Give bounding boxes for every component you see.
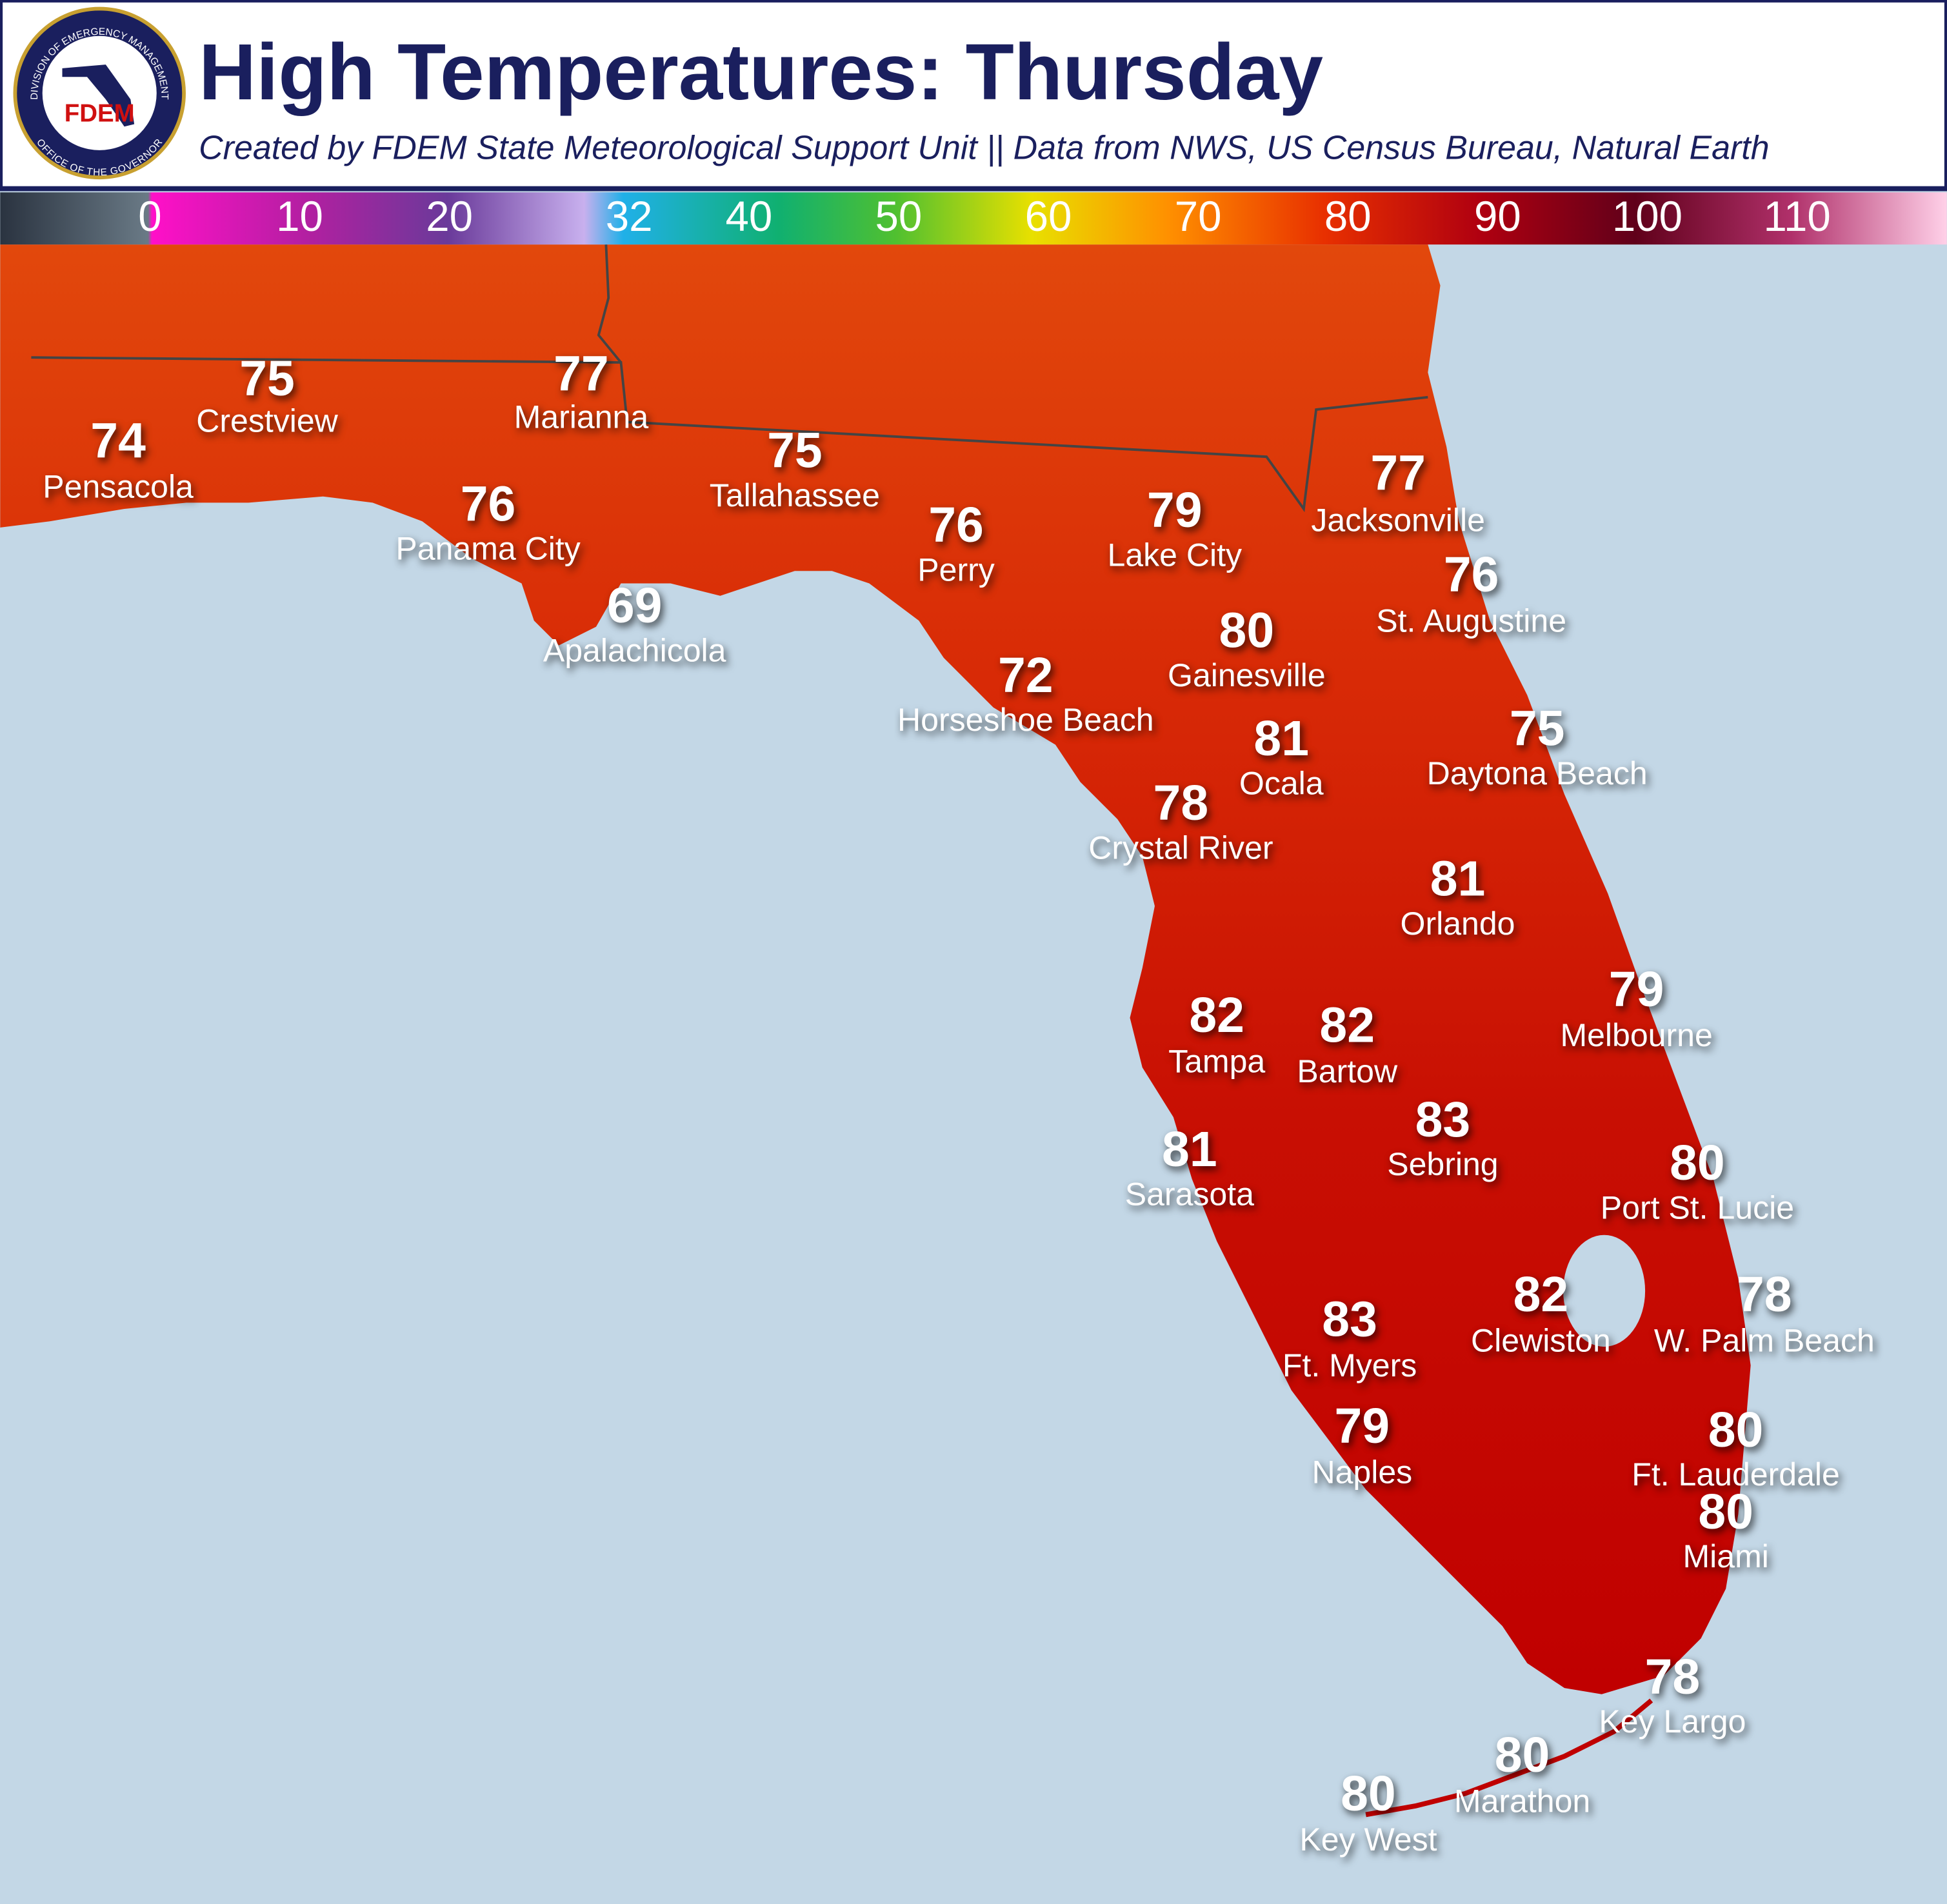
colorbar-tick-label: 70 <box>1175 193 1222 240</box>
logo-state <box>62 64 135 127</box>
city-temp: 75 <box>239 351 295 406</box>
city-temp: 75 <box>1510 701 1565 757</box>
colorbar-ticks: 0 10 20 32 40 50 60 70 80 90 100 110 <box>138 193 1831 240</box>
city-temp: 80 <box>1341 1766 1396 1821</box>
city-name: Crestview <box>196 402 338 439</box>
city-name: Sebring <box>1387 1146 1498 1182</box>
city-temp: 72 <box>998 648 1053 703</box>
city-name: Ocala <box>1239 765 1324 801</box>
subtitle: Created by FDEM State Meteorological Sup… <box>199 129 1769 166</box>
header <box>0 0 1947 192</box>
colorbar <box>0 192 1947 245</box>
city-temp: 81 <box>1430 851 1486 907</box>
title: High Temperatures: Thursday <box>199 28 1323 117</box>
city-temp: 80 <box>1698 1484 1753 1540</box>
city-name: Port St. Lucie <box>1601 1189 1794 1225</box>
city-temp: 78 <box>1645 1649 1701 1705</box>
city-temp: 82 <box>1189 987 1244 1043</box>
city-name: Key West <box>1299 1821 1437 1858</box>
colorbar-tick-label: 100 <box>1612 193 1682 240</box>
city-name: Tallahassee <box>710 477 880 513</box>
city-name: St. Augustine <box>1376 602 1566 639</box>
city-temp: 75 <box>767 423 823 479</box>
city-name: Perry <box>917 551 995 588</box>
city-name: Jacksonville <box>1311 502 1485 538</box>
city-temp: 69 <box>607 578 663 633</box>
colorbar-tick-label: 32 <box>606 193 653 240</box>
city-name: Ft. Myers <box>1283 1347 1417 1383</box>
colorbar-tick-label: 60 <box>1025 193 1072 240</box>
city-temp: 76 <box>461 476 516 531</box>
city-temp: 79 <box>1147 482 1203 538</box>
lake-okeechobee <box>1563 1235 1646 1347</box>
city-temp: 76 <box>928 497 984 553</box>
city-name: Lake City <box>1107 537 1242 573</box>
city-temp: 80 <box>1670 1135 1725 1191</box>
city-temp: 78 <box>1153 775 1209 831</box>
colorbar-tick-label: 0 <box>138 193 161 240</box>
city-temp: 80 <box>1708 1402 1764 1458</box>
city-temp: 81 <box>1162 1122 1217 1177</box>
city-name: Naples <box>1312 1454 1412 1490</box>
city-temp: 77 <box>1370 445 1426 501</box>
state-border <box>31 244 1428 513</box>
city-name: Crystal River <box>1088 829 1273 866</box>
city-temp: 77 <box>554 346 609 401</box>
colorbar-tick-label: 50 <box>875 193 923 240</box>
city-name: Melbourne <box>1560 1017 1712 1053</box>
city-name: W. Palm Beach <box>1654 1322 1875 1358</box>
city-name: Panama City <box>395 531 580 567</box>
city-temp: 81 <box>1253 711 1309 766</box>
city-name: Apalachicola <box>543 632 726 668</box>
city-temp: 80 <box>1495 1727 1550 1783</box>
city-name: Bartow <box>1297 1053 1398 1089</box>
city-name: Marianna <box>514 399 649 435</box>
colorbar-tick-label: 110 <box>1763 193 1830 240</box>
city-temp: 80 <box>1219 603 1275 659</box>
city-temp: 83 <box>1415 1092 1471 1147</box>
colorbar-tick-label: 20 <box>426 193 473 240</box>
city-name: Horseshoe Beach <box>897 702 1154 738</box>
city-name: Daytona Beach <box>1427 755 1648 791</box>
logo-abbr: FDEM <box>65 100 135 128</box>
colorbar-tick-label: 80 <box>1324 193 1372 240</box>
colorbar-tick-label: 10 <box>276 193 323 240</box>
city-name: Gainesville <box>1168 657 1326 693</box>
city-temp: 82 <box>1513 1267 1569 1322</box>
keys <box>1365 1698 1653 1818</box>
city-temp: 78 <box>1737 1267 1792 1322</box>
city-name: Orlando <box>1401 906 1515 942</box>
city-name: Clewiston <box>1471 1322 1611 1358</box>
city-name: Key Largo <box>1599 1703 1746 1740</box>
city-name: Pensacola <box>43 468 194 504</box>
city-name: Marathon <box>1454 1783 1590 1819</box>
logo-inner <box>42 35 157 150</box>
cities: 75Crestview74Pensacola77Marianna75Tallah… <box>43 346 1874 1858</box>
city-name: Ft. Lauderdale <box>1632 1456 1840 1492</box>
city-name: Tampa <box>1168 1043 1265 1079</box>
colorbar-tick-label: 90 <box>1474 193 1521 240</box>
city-temp: 79 <box>1609 962 1664 1017</box>
city-temp: 83 <box>1322 1292 1377 1347</box>
city-name: Sarasota <box>1125 1176 1254 1212</box>
city-temp: 76 <box>1444 547 1499 602</box>
land <box>0 244 1751 1694</box>
city-temp: 79 <box>1335 1398 1390 1454</box>
city-temp: 82 <box>1319 998 1375 1053</box>
city-name: Miami <box>1682 1538 1768 1574</box>
city-temp: 74 <box>90 413 146 468</box>
colorbar-tick-label: 40 <box>725 193 772 240</box>
